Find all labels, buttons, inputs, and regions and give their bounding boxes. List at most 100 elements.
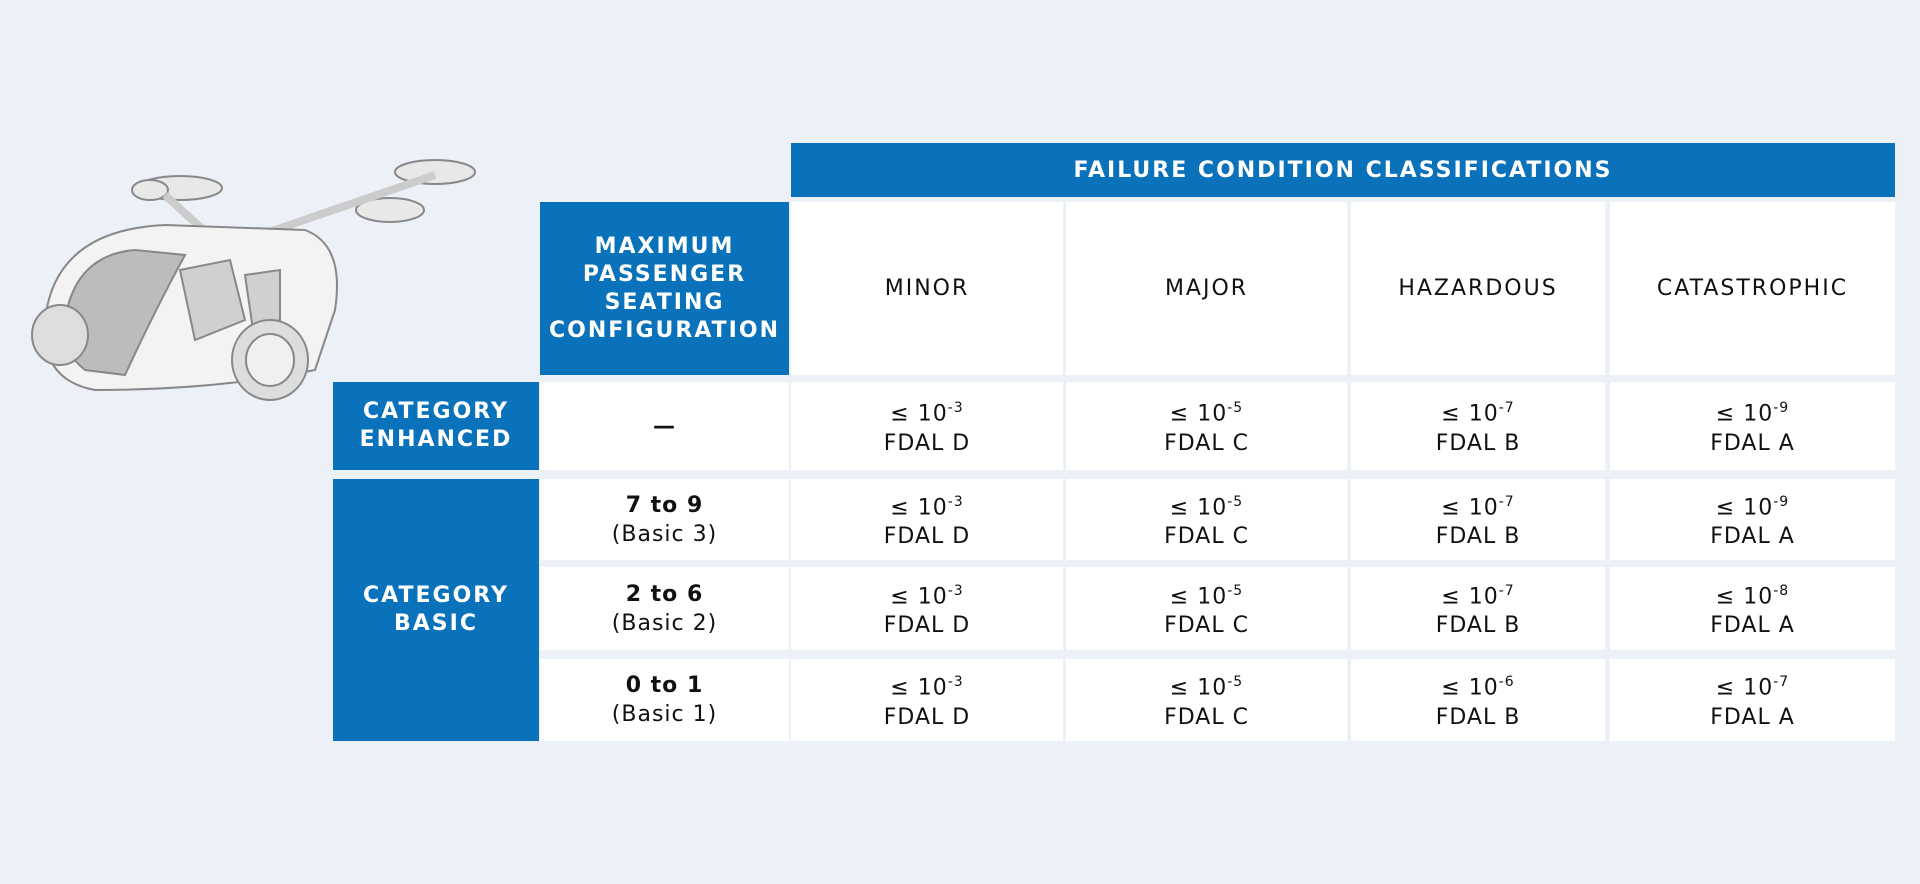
- probability-exponent: -5: [1227, 674, 1244, 691]
- probability: ≤ 10-9: [1716, 394, 1789, 428]
- probability: ≤ 10-3: [890, 668, 963, 702]
- probability-exponent: -5: [1227, 493, 1244, 510]
- category-cell: CATEGORY BASIC: [333, 479, 539, 741]
- seating-cell: 2 to 6 (Basic 2): [540, 567, 789, 650]
- column-header-text: HAZARDOUS: [1398, 276, 1558, 301]
- value-cell: ≤ 10-9 FDAL A: [1610, 479, 1895, 560]
- seating-cell: 0 to 1 (Basic 1): [540, 659, 789, 741]
- value-cell: ≤ 10-7 FDAL A: [1610, 659, 1895, 741]
- probability-base: ≤ 10: [1715, 401, 1774, 427]
- aircraft-illustration: [31, 159, 476, 401]
- probability-exponent: -3: [947, 674, 964, 691]
- seating-value: 2 to 6: [625, 581, 704, 607]
- probability-exponent: -3: [947, 582, 964, 599]
- probability-exponent: -9: [1773, 493, 1790, 510]
- column-header-text: MINOR: [884, 276, 970, 301]
- probability: ≤ 10-3: [890, 577, 963, 611]
- probability: ≤ 10-7: [1441, 577, 1514, 611]
- value-cell: ≤ 10-8 FDAL A: [1610, 567, 1895, 650]
- column-header-text: CATASTROPHIC: [1656, 276, 1849, 301]
- probability-base: ≤ 10: [890, 401, 948, 427]
- fdal-level: FDAL C: [1164, 430, 1249, 456]
- column-header: MAJOR: [1066, 202, 1347, 375]
- probability-exponent: -5: [1227, 400, 1244, 417]
- probability: ≤ 10-7: [1441, 394, 1514, 428]
- probability-base: ≤ 10: [1169, 584, 1228, 610]
- seating-header-text: MAXIMUM PASSENGER SEATING CONFIGURATION: [549, 233, 780, 343]
- value-cell: ≤ 10-5 FDAL C: [1066, 567, 1347, 650]
- seating-value: —: [653, 413, 676, 439]
- probability-exponent: -8: [1773, 582, 1790, 599]
- probability: ≤ 10-7: [1716, 668, 1789, 702]
- value-cell: ≤ 10-6 FDAL B: [1351, 659, 1605, 741]
- fdal-level: FDAL A: [1710, 430, 1795, 456]
- value-cell: ≤ 10-3 FDAL D: [791, 479, 1063, 560]
- fdal-level: FDAL C: [1164, 613, 1249, 639]
- category-text: CATEGORY ENHANCED: [359, 399, 513, 452]
- fdal-level: FDAL C: [1164, 524, 1249, 550]
- probability-base: ≤ 10: [1441, 401, 1499, 427]
- value-cell: ≤ 10-3 FDAL D: [791, 659, 1063, 741]
- fdal-level: FDAL D: [883, 430, 971, 456]
- fdal-level: FDAL B: [1435, 524, 1521, 550]
- column-header: HAZARDOUS: [1351, 202, 1605, 375]
- header-title: FAILURE CONDITION CLASSIFICATIONS: [791, 143, 1895, 197]
- seating-note: (Basic 2): [611, 610, 718, 636]
- fdal-level: FDAL D: [883, 704, 971, 730]
- probability: ≤ 10-9: [1716, 488, 1789, 522]
- probability: ≤ 10-6: [1441, 668, 1514, 702]
- probability-base: ≤ 10: [1715, 584, 1774, 610]
- seating-note: (Basic 3): [611, 521, 718, 547]
- fdal-level: FDAL D: [883, 613, 971, 639]
- header-text: FAILURE CONDITION CLASSIFICATIONS: [1073, 157, 1613, 183]
- probability-base: ≤ 10: [1169, 401, 1228, 427]
- probability-exponent: -7: [1498, 400, 1515, 417]
- probability-exponent: -9: [1773, 400, 1790, 417]
- seating-cell: —: [540, 382, 789, 470]
- probability-base: ≤ 10: [1441, 584, 1499, 610]
- probability: ≤ 10-5: [1170, 577, 1243, 611]
- probability-exponent: -7: [1773, 674, 1790, 691]
- probability-exponent: -3: [947, 400, 964, 417]
- seating-header: MAXIMUM PASSENGER SEATING CONFIGURATION: [540, 202, 789, 375]
- fdal-level: FDAL C: [1164, 704, 1249, 730]
- column-header: MINOR: [791, 202, 1063, 375]
- seating-value: 7 to 9: [625, 492, 704, 518]
- value-cell: ≤ 10-5 FDAL C: [1066, 382, 1347, 470]
- value-cell: ≤ 10-5 FDAL C: [1066, 479, 1347, 560]
- category-text: CATEGORY BASIC: [363, 583, 509, 636]
- probability-base: ≤ 10: [1169, 495, 1228, 521]
- value-cell: ≤ 10-3 FDAL D: [791, 382, 1063, 470]
- probability-exponent: -6: [1498, 674, 1515, 691]
- value-cell: ≤ 10-5 FDAL C: [1066, 659, 1347, 741]
- seating-cell: 7 to 9 (Basic 3): [540, 479, 789, 560]
- probability-base: ≤ 10: [1441, 675, 1499, 701]
- column-header-text: MAJOR: [1164, 276, 1249, 301]
- probability-base: ≤ 10: [1169, 675, 1228, 701]
- value-cell: ≤ 10-7 FDAL B: [1351, 382, 1605, 470]
- fdal-level: FDAL B: [1435, 704, 1521, 730]
- fdal-level: FDAL A: [1710, 704, 1795, 730]
- probability: ≤ 10-3: [890, 488, 963, 522]
- probability: ≤ 10-8: [1716, 577, 1789, 611]
- fdal-level: FDAL B: [1435, 613, 1521, 639]
- seating-value: 0 to 1: [625, 673, 704, 698]
- seating-note: (Basic 1): [611, 702, 718, 727]
- probability-exponent: -7: [1498, 582, 1515, 599]
- probability-base: ≤ 10: [1441, 495, 1499, 521]
- probability: ≤ 10-3: [890, 394, 963, 428]
- fdal-level: FDAL D: [883, 524, 971, 550]
- probability-exponent: -3: [947, 493, 964, 510]
- probability-base: ≤ 10: [890, 584, 948, 610]
- probability: ≤ 10-5: [1170, 394, 1243, 428]
- probability-base: ≤ 10: [1715, 495, 1774, 521]
- probability-exponent: -7: [1498, 493, 1515, 510]
- column-header: CATASTROPHIC: [1610, 202, 1895, 375]
- probability-base: ≤ 10: [1715, 675, 1774, 701]
- probability-base: ≤ 10: [890, 675, 948, 701]
- fdal-level: FDAL B: [1435, 430, 1521, 456]
- value-cell: ≤ 10-9 FDAL A: [1610, 382, 1895, 470]
- category-cell: CATEGORY ENHANCED: [333, 382, 539, 470]
- fdal-level: FDAL A: [1710, 613, 1795, 639]
